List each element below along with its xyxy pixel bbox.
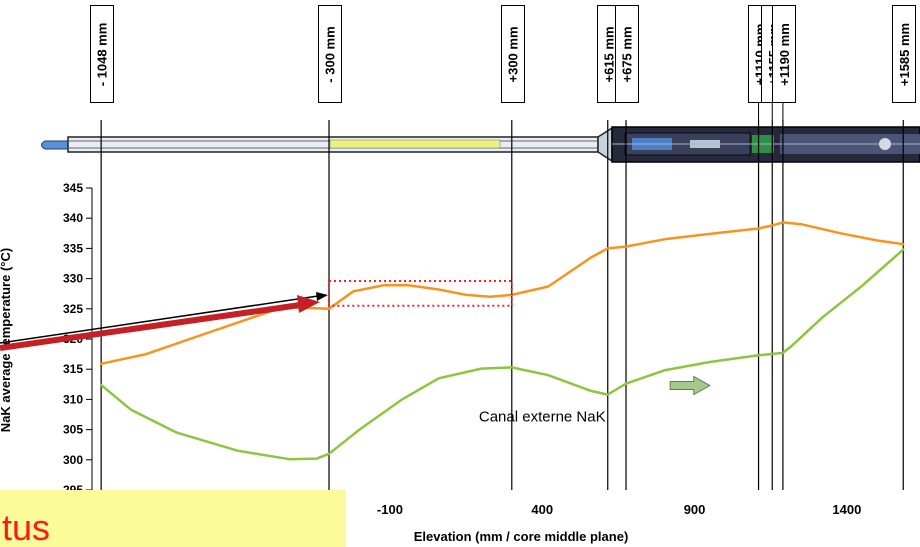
note-box: tus: [0, 490, 346, 547]
y-tick-label: 345: [63, 181, 83, 195]
x-axis-title: Elevation (mm / core middle plane): [414, 529, 629, 544]
x-axis: -100 400 900 1400: [377, 502, 861, 517]
elevation-marker-label: +300 mm: [500, 5, 525, 103]
y-tick-label: 310: [63, 392, 83, 406]
elevation-marker-text: - 1048 mm: [94, 22, 110, 86]
annotations: Canal externe NaK: [328, 280, 711, 426]
annotation-label: Canal externe NaK: [479, 409, 606, 426]
elevation-marker-text: - 300 mm: [322, 25, 338, 83]
y-axis-title: NaK average temperature (°C): [0, 248, 13, 432]
y-tick-label: 315: [63, 362, 83, 376]
elevation-marker-text: +1190 mm: [776, 22, 792, 86]
elevation-marker-label: - 300 mm: [318, 5, 342, 103]
x-tick-label: -100: [377, 502, 403, 517]
series-line-1: [99, 221, 905, 366]
elevation-marker-label: +675 mm: [615, 5, 640, 103]
elevation-marker-text: +300 mm: [505, 25, 521, 83]
elevation-marker-text: +675 mm: [619, 25, 635, 83]
y-tick-label: 340: [63, 211, 83, 225]
series-line-2: [99, 248, 905, 461]
x-tick-label: 900: [684, 502, 706, 517]
direction-arrow-icon: [669, 375, 711, 396]
elevation-marker-label: +1585 mm: [892, 5, 917, 103]
note-text: tus: [2, 507, 51, 547]
y-tick-label: 335: [63, 241, 83, 255]
y-tick-label: 300: [63, 453, 83, 467]
elevation-marker-label: - 1048 mm: [90, 5, 115, 103]
fuel-pin-drawing: [41, 126, 920, 163]
highlight-dotted-box: [328, 280, 513, 307]
elevation-marker-label: +1190 mm: [771, 5, 796, 103]
y-tick-label: 330: [63, 272, 83, 286]
y-tick-label: 305: [63, 423, 83, 437]
y-tick-label: 325: [63, 302, 83, 316]
elevation-marker-text: +615 mm: [601, 25, 617, 83]
series-group: [99, 221, 905, 461]
elevation-marker-text: +1585 mm: [896, 22, 912, 86]
x-tick-label: 1400: [832, 502, 861, 517]
pointer-arrows: [0, 292, 328, 351]
x-tick-label: 400: [531, 502, 553, 517]
